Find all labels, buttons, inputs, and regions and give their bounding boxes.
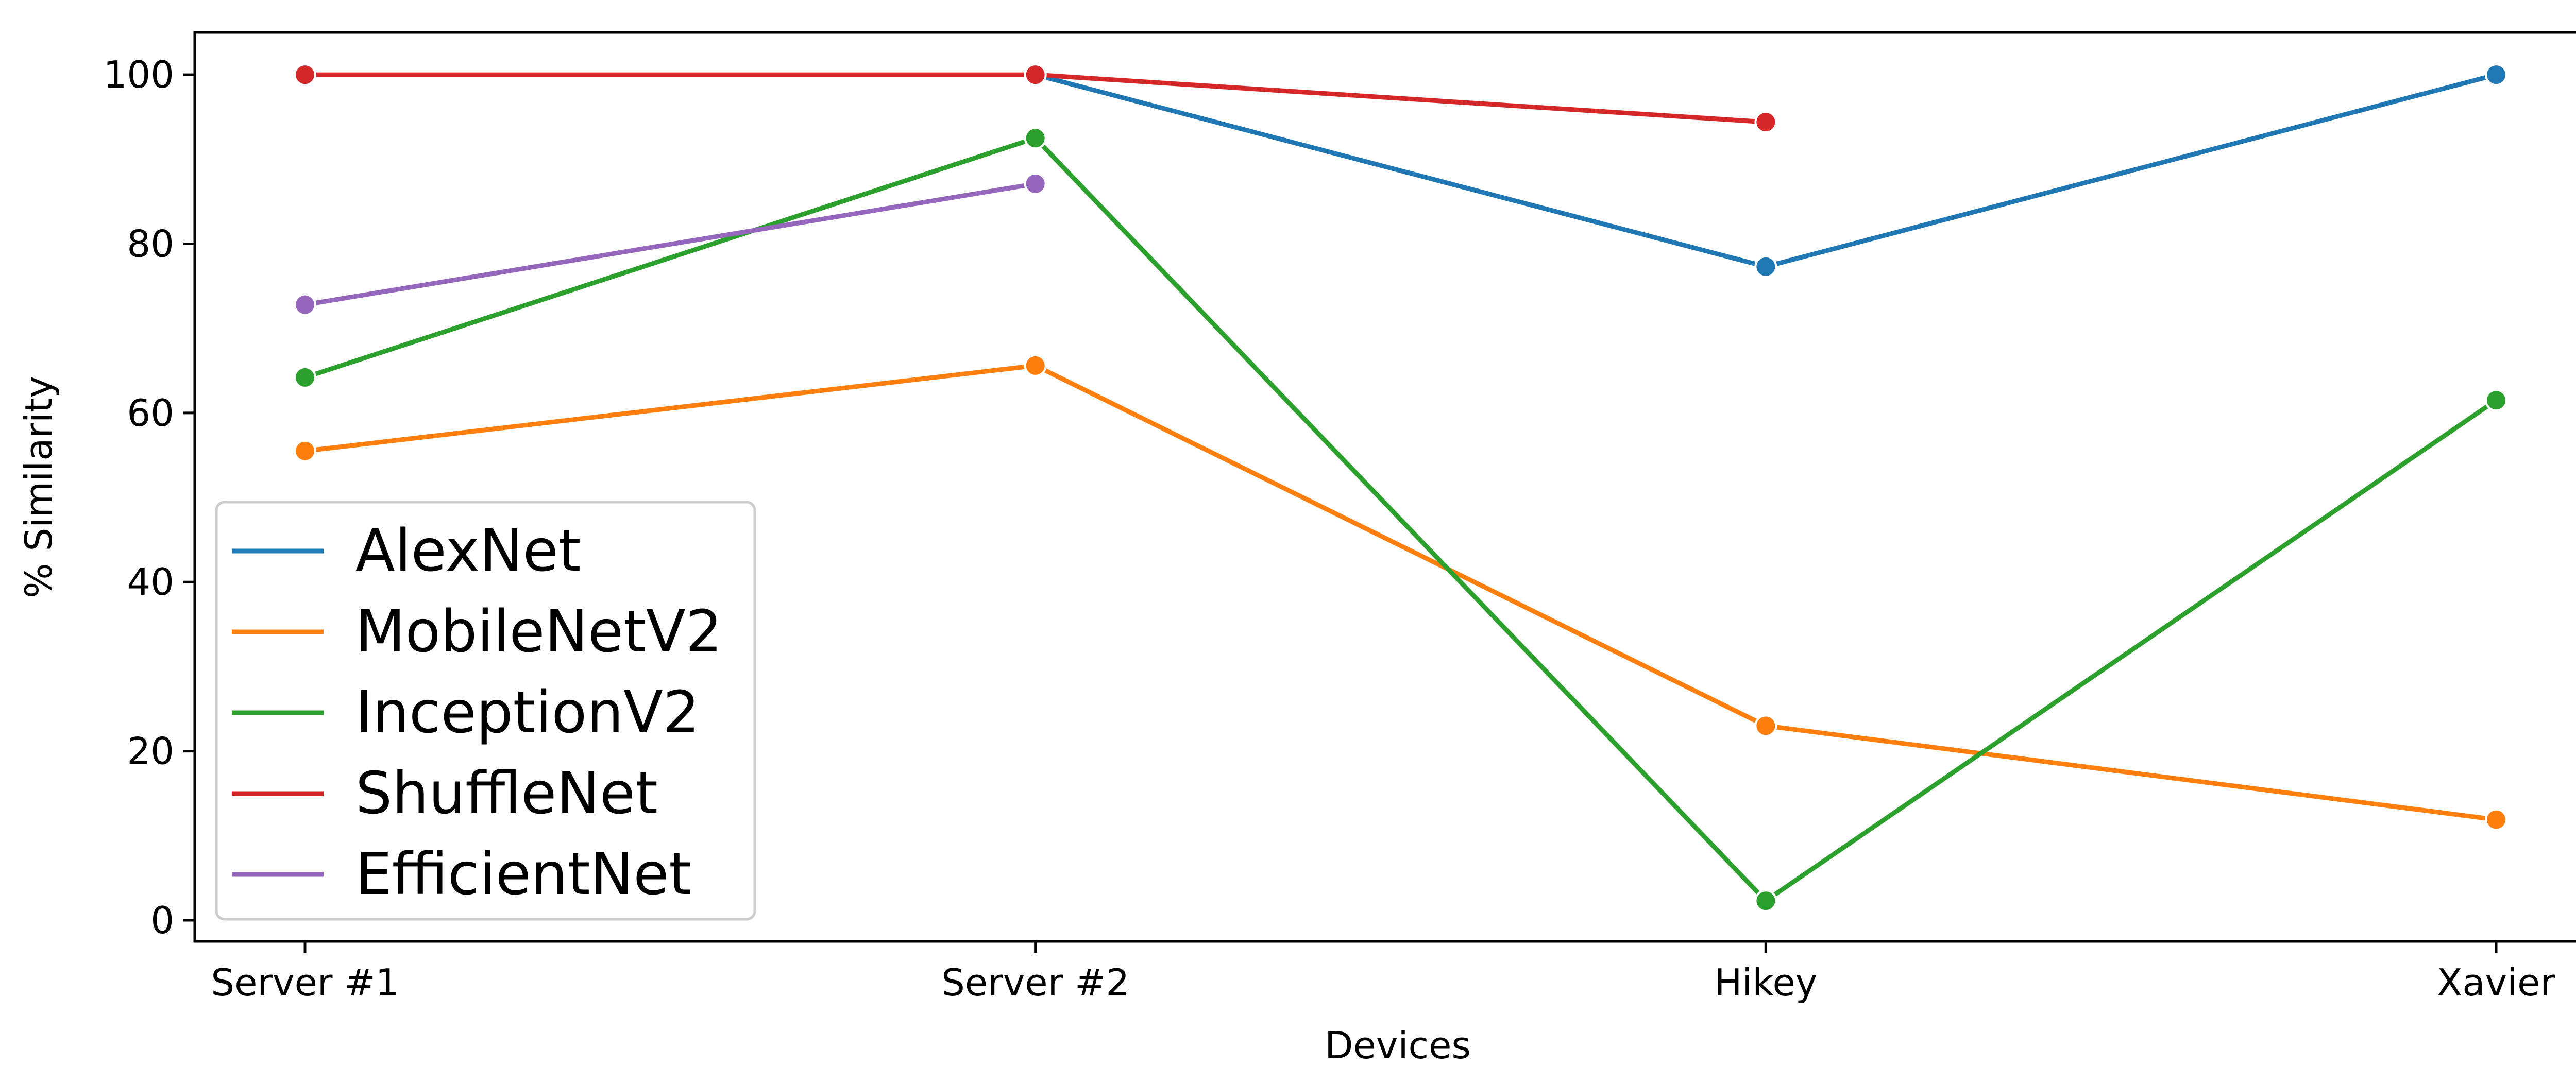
data-point-mobilenetv2 [1754,714,1777,737]
data-point-alexnet [1754,255,1777,278]
x-tick-label: Xavier [2437,961,2555,1004]
y-tick-label: 40 [127,560,174,604]
y-axis-ticks: 0 20 40 60 80 100 [104,53,195,942]
x-axis-ticks: Server #1 Server #2 Hikey Xavier [211,941,2555,1004]
data-point-shufflenet [1754,111,1777,134]
plot-area-frame [193,31,2576,943]
data-point-efficientnet [294,293,316,316]
x-tick-label: Server #1 [211,961,399,1004]
legend-label-mobilenetv2: MobileNetV2 [355,598,722,665]
data-point-mobilenetv2 [294,439,316,462]
series-markers [294,63,2507,913]
data-point-inceptionv2 [2485,389,2507,412]
series-line-mobilenetv2 [302,363,2499,822]
y-tick-label: 0 [150,899,174,942]
x-tick-label: Hikey [1714,961,1817,1004]
data-point-efficientnet [1024,172,1047,195]
series-line-alexnet [1032,72,2499,269]
series-line-efficientnet [302,181,1038,307]
data-point-inceptionv2 [1024,127,1047,150]
series-line-inceptionv2 [302,135,2500,903]
data-point-alexnet [2485,63,2507,87]
legend-frame [215,501,756,921]
data-point-shufflenet [1024,63,1047,87]
legend: AlexNet MobileNetV2 InceptionV2 ShuffleNet E… [215,501,756,921]
data-point-mobilenetv2 [2485,808,2507,831]
y-tick-label: 60 [127,391,174,435]
legend-label-shufflenet: ShuffleNet [355,760,658,827]
legend-label-inceptionv2: InceptionV2 [355,679,700,746]
data-point-inceptionv2 [294,366,316,389]
data-point-mobilenetv2 [1024,354,1047,377]
data-point-shufflenet [294,63,316,87]
y-tick-label: 20 [127,730,174,773]
legend-label-efficientnet: EfficientNet [355,841,691,908]
legend-label-alexnet: AlexNet [355,518,581,584]
x-tick-label: Server #2 [941,961,1129,1004]
x-axis-label: Devices [1325,1024,1471,1066]
data-point-inceptionv2 [1754,889,1777,913]
y-axis-label: % Similarity [17,376,60,598]
y-tick-label: 100 [104,53,174,96]
y-tick-label: 80 [127,222,174,265]
